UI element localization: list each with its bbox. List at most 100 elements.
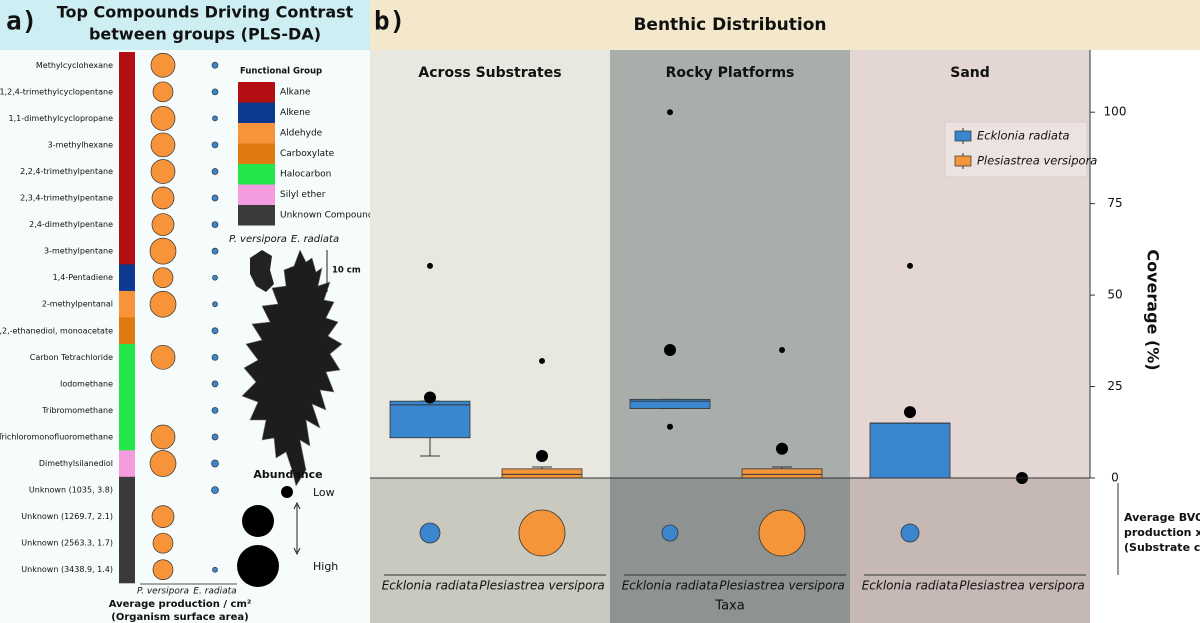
- panel-title: Top Compounds Driving Contrast: [57, 3, 354, 22]
- abundance-low: Low: [313, 486, 335, 499]
- compound-label: 2,4-dimethylpentane: [29, 220, 113, 229]
- group-bar: [119, 556, 135, 584]
- panel-label: a): [6, 7, 37, 37]
- y-tick-label: 25: [1107, 379, 1122, 393]
- mean: [664, 343, 676, 356]
- panel-title: between groups (PLS-DA): [89, 25, 321, 44]
- group-bar: [119, 131, 135, 159]
- abundance-dot: [211, 486, 219, 494]
- mean: [904, 406, 916, 419]
- facet-strip-bg: [370, 478, 610, 623]
- group-bar: [119, 52, 135, 79]
- abundance-dot: [211, 459, 219, 468]
- box: [741, 468, 823, 479]
- group-bar: [119, 370, 135, 398]
- legend-label: Alkene: [280, 108, 311, 118]
- abundance-dot: [150, 424, 176, 450]
- outlier: [779, 346, 785, 353]
- abundance-dot: [212, 115, 218, 122]
- abundance-dot: [151, 505, 175, 528]
- organism-label: P. versipora: [229, 234, 287, 245]
- compound-label: 1,2,4-trimethylcyclopentane: [0, 87, 113, 96]
- bvoc-label: (Substrate cover): [1124, 541, 1200, 554]
- abundance-dot: [149, 450, 177, 477]
- x-axis-title: (Organism surface area): [111, 612, 248, 623]
- panel-b-header: [370, 0, 1090, 50]
- compound-label: 2-methylpentanal: [42, 300, 113, 309]
- legend-swatch: [238, 82, 275, 103]
- mean: [536, 450, 548, 463]
- mean: [776, 442, 788, 455]
- facet-title: Across Substrates: [418, 65, 561, 81]
- organism-label: E. radiata: [291, 234, 339, 245]
- group-bar: [119, 476, 135, 504]
- organism-label: P. versipora: [137, 587, 189, 597]
- group-bar: [119, 423, 135, 451]
- group-bar: [119, 211, 135, 239]
- abundance-high: High: [313, 560, 338, 573]
- abundance-dot: [211, 327, 219, 335]
- x-axis-title: Average production / cm²: [109, 599, 252, 610]
- abundance-dot: [211, 380, 219, 388]
- y-axis-title: Coverage (%): [1144, 249, 1163, 370]
- group-bar: [119, 503, 135, 531]
- compound-label: Methylcyclohexane: [36, 61, 113, 70]
- compound-label: 2,2,4-trimethylpentane: [20, 167, 113, 176]
- abundance-dot: [150, 344, 176, 370]
- compound-label: 1,4-Pentadiene: [53, 273, 113, 282]
- compound-label: Unknown (1035, 3.8): [29, 486, 113, 495]
- y-tick-label: 50: [1107, 288, 1122, 302]
- legend-label: Carboxylate: [280, 149, 335, 159]
- abundance-dot: [211, 194, 219, 202]
- abundance-dot: [152, 559, 174, 581]
- legend-swatch: [954, 130, 972, 142]
- bvoc-label: production x cm: [1124, 526, 1200, 539]
- legend-swatch: [954, 155, 972, 167]
- legend-label: Halocarbon: [280, 170, 331, 180]
- bvoc-dot: [758, 509, 806, 557]
- facet-bg: [610, 50, 850, 478]
- group-bar: [119, 158, 135, 186]
- category-label: Plesiastrea versipora: [959, 579, 1085, 593]
- kelp-silhouette: [241, 249, 343, 487]
- mean: [424, 391, 436, 404]
- compound-label: 1,2,-ethanediol, monoacetate: [0, 326, 113, 335]
- abundance-dot: [211, 141, 219, 149]
- y-tick-label: 0: [1111, 471, 1119, 485]
- y-tick-label: 75: [1107, 196, 1122, 210]
- facet-title: Sand: [950, 65, 990, 81]
- organism-label: E. radiata: [193, 587, 236, 597]
- abundance-dot: [212, 566, 218, 573]
- abundance-legend-dot: [237, 545, 279, 587]
- group-bar: [119, 529, 135, 557]
- legend-swatch: [238, 205, 275, 226]
- coral-silhouette: [250, 250, 274, 292]
- x-axis-title: Taxa: [714, 599, 744, 614]
- abundance-dot: [152, 267, 174, 289]
- group-bar: [119, 317, 135, 345]
- group-bar: [119, 344, 135, 371]
- facet-title: Rocky Platforms: [666, 65, 795, 81]
- abundance-dot: [152, 532, 174, 554]
- legend-swatch: [238, 123, 275, 144]
- abundance-dot: [150, 106, 176, 131]
- compound-label: Carbon Tetrachloride: [30, 353, 113, 362]
- box: [389, 400, 471, 439]
- compound-label: Dimethylsilanediol: [39, 459, 113, 468]
- panel-label: b): [374, 7, 405, 37]
- bvoc-label: Average BVOC: [1124, 511, 1200, 524]
- bvoc-dot: [900, 523, 920, 543]
- legend-label: Alkane: [280, 88, 311, 98]
- category-label: Ecklonia radiata: [622, 579, 719, 593]
- legend-swatch: [238, 102, 275, 123]
- abundance-dot: [150, 159, 176, 184]
- outlier: [667, 423, 673, 430]
- legend-title: Functional Group: [240, 67, 322, 77]
- legend-swatch: [238, 184, 275, 205]
- chart-title: Benthic Distribution: [633, 15, 826, 35]
- compound-label: 2,3,4-trimethylpentane: [20, 194, 113, 203]
- compound-label: 3-methylhexane: [48, 140, 113, 149]
- compound-label: Unknown (2563.3, 1.7): [21, 539, 113, 548]
- group-bar: [119, 397, 135, 424]
